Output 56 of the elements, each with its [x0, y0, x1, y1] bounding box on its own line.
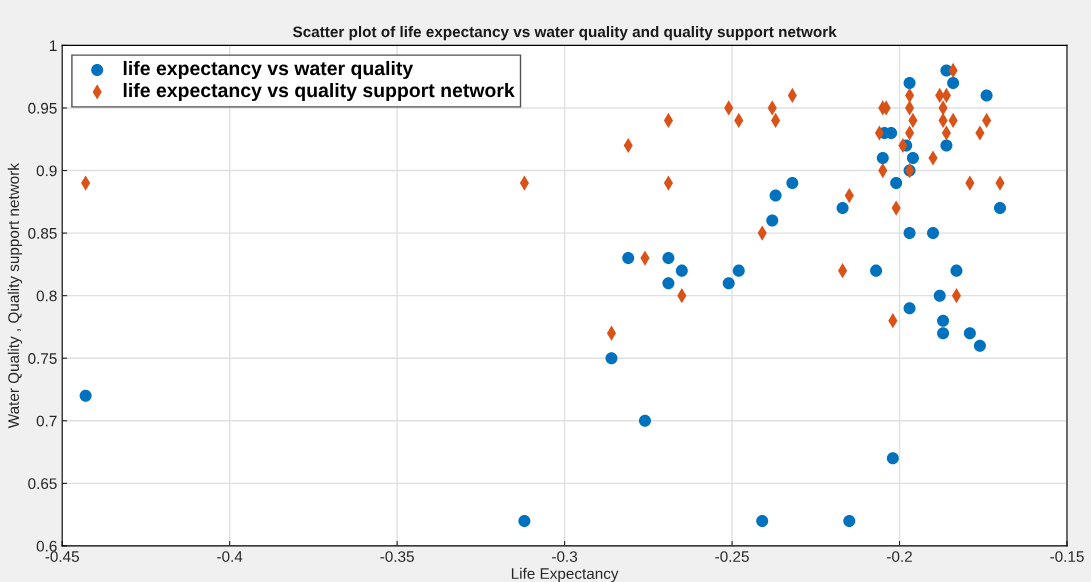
- y-tick-label: 0.85: [28, 227, 57, 239]
- x-tick-label: -0.45: [45, 551, 79, 562]
- y-tick-label: 0.8: [36, 290, 57, 302]
- point: [980, 89, 993, 102]
- chart-title: Scatter plot of life expectancy vs water quality and quality support network: [292, 25, 837, 41]
- x-tick-label: -0.35: [380, 551, 414, 562]
- point: [950, 264, 963, 277]
- point: [973, 339, 986, 352]
- point: [662, 277, 675, 290]
- point: [947, 76, 960, 89]
- point: [732, 264, 745, 277]
- point: [963, 327, 976, 340]
- point: [876, 152, 889, 165]
- point: [836, 202, 849, 215]
- point: [940, 139, 953, 152]
- y-axis-title: Water Quality , Quality support network: [7, 163, 23, 429]
- y-tick-label: 0.9: [36, 165, 57, 177]
- point: [927, 227, 940, 240]
- point: [906, 152, 919, 165]
- point: [886, 452, 899, 465]
- point: [638, 414, 651, 427]
- point: [843, 514, 856, 527]
- point: [662, 252, 675, 265]
- x-tick-label: -0.2: [887, 551, 912, 562]
- y-tick-label: 0.75: [28, 353, 57, 364]
- point: [786, 177, 799, 190]
- point: [622, 252, 635, 265]
- legend-label: life expectancy vs water quality: [123, 60, 414, 80]
- point: [605, 352, 618, 365]
- point: [903, 302, 916, 315]
- y-tick-label: 0.65: [28, 478, 57, 490]
- x-axis-title: Life Expectancy: [511, 567, 619, 582]
- point: [769, 189, 782, 202]
- point: [903, 227, 916, 240]
- point: [890, 177, 903, 190]
- y-tick-label: 0.6: [36, 540, 57, 552]
- x-tick-label: -0.15: [1050, 551, 1084, 562]
- point: [933, 289, 946, 302]
- point: [756, 514, 769, 527]
- x-tick-label: -0.25: [715, 551, 749, 562]
- legend-label: life expectancy vs quality support network: [123, 82, 515, 102]
- point: [937, 327, 950, 340]
- point: [722, 277, 735, 290]
- point: [79, 389, 92, 402]
- point: [870, 264, 883, 277]
- point: [994, 202, 1007, 215]
- point: [766, 214, 779, 227]
- y-tick-label: 0.95: [28, 102, 57, 114]
- point: [937, 314, 950, 327]
- point: [903, 76, 916, 89]
- x-tick-label: -0.4: [217, 551, 243, 562]
- x-tick-label: -0.3: [552, 551, 578, 562]
- y-tick-label: 0.7: [36, 415, 57, 427]
- point: [518, 514, 531, 527]
- point: [675, 264, 688, 277]
- y-tick-label: 1: [49, 40, 57, 51]
